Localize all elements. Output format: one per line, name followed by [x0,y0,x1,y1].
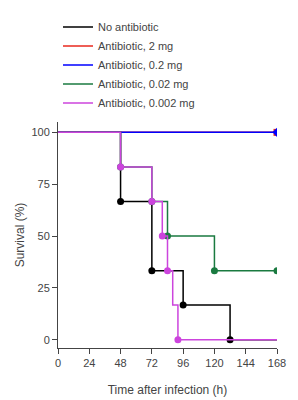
svg-text:24: 24 [83,357,95,369]
svg-text:No antibiotic: No antibiotic [98,21,159,33]
svg-text:Antibiotic, 0.002 mg: Antibiotic, 0.002 mg [98,97,195,109]
svg-text:144: 144 [237,357,255,369]
svg-text:96: 96 [177,357,189,369]
svg-text:25: 25 [38,282,50,294]
svg-text:Antibiotic, 2 mg: Antibiotic, 2 mg [98,40,173,52]
svg-text:Antibiotic, 0.2 mg: Antibiotic, 0.2 mg [98,59,182,71]
svg-text:120: 120 [205,357,223,369]
svg-text:168: 168 [268,357,286,369]
svg-text:50: 50 [38,230,50,242]
svg-text:Time after infection (h): Time after infection (h) [108,383,228,397]
svg-text:0: 0 [55,357,61,369]
svg-text:0: 0 [44,334,50,346]
svg-text:100: 100 [31,126,49,138]
svg-text:Antibiotic, 0.02 mg: Antibiotic, 0.02 mg [98,78,189,90]
svg-text:Survival (%): Survival (%) [13,203,27,268]
svg-text:75: 75 [38,178,50,190]
svg-text:48: 48 [114,357,126,369]
svg-text:72: 72 [146,357,158,369]
